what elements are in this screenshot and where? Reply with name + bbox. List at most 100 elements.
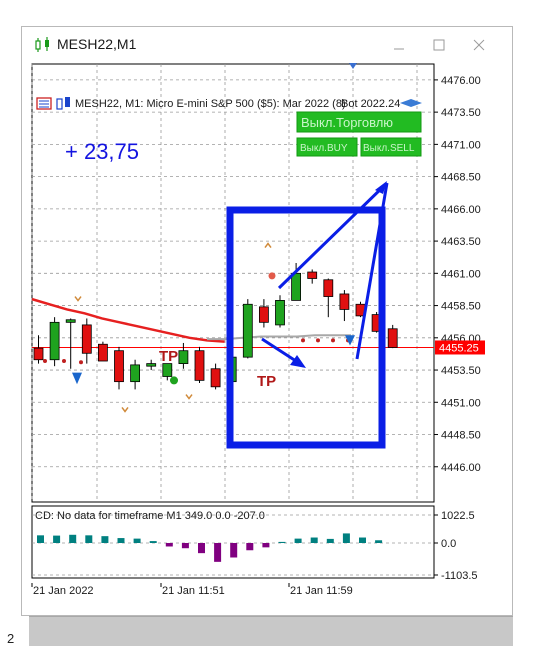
current-price-badge: 4455.25 — [435, 340, 485, 355]
bull-candle — [162, 363, 173, 377]
indicator-bar-negative — [198, 543, 205, 554]
price-tick-label: 4476.00 — [441, 75, 481, 87]
annotation-line-2[interactable] — [355, 182, 389, 360]
chevron-marker-icon — [264, 242, 272, 248]
bull-candle — [275, 300, 285, 326]
bear-candle — [194, 350, 205, 381]
bull-candle — [65, 319, 76, 323]
indicator-bar-positive — [53, 535, 61, 543]
chart-header-icons — [36, 97, 70, 110]
maximize-icon[interactable] — [424, 33, 454, 57]
price-chart[interactable]: TP TP MESH22, M1: Micro E-mini S&P 500 (… — [31, 63, 505, 599]
indicator-bar-negative — [246, 543, 254, 551]
chevron-marker-icon — [121, 406, 129, 413]
candlestick-app-icon — [35, 37, 49, 52]
period-marker-icon — [349, 63, 357, 69]
chart-header-bot: Bot 2022.24 — [341, 98, 400, 110]
bull-candle — [49, 321, 60, 361]
buy-marker-icon — [170, 376, 178, 385]
chevron-marker-icon — [185, 394, 193, 400]
candles-group — [33, 263, 398, 390]
indicator-bar-positive — [359, 537, 366, 543]
close-icon[interactable] — [464, 33, 494, 57]
indicator-bars — [37, 533, 383, 562]
tp-label-1: TP — [159, 348, 178, 365]
bear-candle — [323, 279, 334, 297]
indicator-tick-top: 1022.5 — [441, 510, 475, 522]
indicator-bar-positive — [69, 534, 77, 543]
time-label-2: 21 Jan 11:51 — [162, 585, 225, 597]
side-number: 2 — [7, 631, 15, 646]
trade-dot — [316, 338, 320, 343]
bull-candle — [130, 364, 140, 383]
indicator-tick-zero: 0.0 — [441, 538, 456, 550]
indicator-label: CD: No data for timeframe M1 349.0 0.0 -… — [35, 510, 265, 522]
price-tick-label: 4466.00 — [441, 204, 481, 216]
price-tick-label: 4446.00 — [441, 462, 481, 474]
title-bar[interactable]: MESH22,M1 — [22, 27, 512, 63]
buy-off-button[interactable]: Выкл.BUY — [296, 137, 358, 157]
indicator-axis: 1022.5 0.0 -1103.5 — [434, 510, 478, 582]
buy-arrow-icon — [345, 335, 355, 346]
bull-candle — [178, 350, 189, 364]
bear-candle — [307, 271, 318, 279]
indicator-bar-positive — [37, 535, 44, 543]
indicator-bar-positive — [133, 538, 141, 543]
indicator-bar-positive — [149, 541, 157, 543]
chart-area[interactable]: TP TP MESH22, M1: Micro E-mini S&P 500 (… — [31, 63, 505, 599]
indicator-bar-positive — [101, 536, 109, 543]
indicator-bar-negative — [230, 543, 238, 558]
indicator-bar-positive — [326, 538, 334, 543]
trade-dot — [62, 359, 66, 364]
window-title: MESH22,M1 — [57, 36, 137, 52]
trade-dot — [331, 338, 335, 343]
annotation-rectangle[interactable] — [226, 206, 386, 449]
chevron-marker-icon — [74, 296, 82, 302]
indicator-bar-negative — [181, 543, 189, 549]
graduation-cap-icon — [400, 99, 422, 107]
tp-label-2: TP — [257, 373, 276, 390]
bull-candle — [291, 272, 302, 301]
indicator-bar-negative — [262, 543, 270, 548]
price-tick-label: 4473.50 — [441, 107, 481, 119]
trade-off-button-label: Выкл.Торговлю — [301, 115, 393, 130]
trade-dot — [43, 359, 47, 364]
indicator-bar-positive — [294, 538, 302, 543]
profit-label: + 23,75 — [65, 139, 139, 164]
bear-candle — [98, 343, 108, 362]
indicator-tick-bottom: -1103.5 — [441, 570, 478, 582]
bear-candle — [81, 324, 92, 354]
bull-candle — [242, 303, 253, 358]
bear-candle — [339, 293, 350, 310]
minimize-icon[interactable] — [384, 33, 414, 57]
buy-arrow-icon — [72, 372, 82, 385]
price-tick-label: 4471.00 — [441, 139, 481, 151]
price-axis: 4476.00 4473.50 4471.00 4468.50 4466.00 4463.… — [434, 75, 481, 474]
indicator-bar-positive — [85, 535, 93, 543]
bear-candle — [387, 328, 398, 348]
time-axis: 21 Jan 2022 21 Jan 11:51 21 Jan 11:59 — [31, 583, 353, 597]
chart-header-title: MESH22, M1: Micro E-mini S&P 500 ($5): M… — [75, 98, 346, 110]
price-tick-label: 4463.50 — [441, 236, 481, 248]
bottom-panel — [29, 616, 513, 646]
sell-off-button-label: Выкл.SELL — [363, 143, 415, 154]
indicator-bar-negative — [165, 543, 173, 547]
trade-markers — [43, 242, 355, 413]
trade-off-button[interactable]: Выкл.Торговлю — [296, 111, 422, 133]
moving-average-line — [31, 297, 225, 343]
trade-dot — [301, 338, 305, 343]
bear-candle — [210, 368, 221, 388]
buy-off-button-label: Выкл.BUY — [300, 143, 348, 154]
arrow-head-icon — [290, 355, 306, 368]
bear-candle — [33, 347, 44, 361]
price-tick-label: 4451.00 — [441, 397, 481, 409]
price-tick-label: 4453.50 — [441, 365, 481, 377]
bear-candle — [258, 306, 269, 323]
trade-dot — [79, 360, 83, 365]
entry-marker-icon — [268, 272, 276, 280]
annotation-arrow[interactable] — [261, 337, 300, 365]
sell-off-button[interactable]: Выкл.SELL — [360, 137, 422, 157]
indicator-bar-positive — [375, 540, 383, 543]
price-tick-label: 4468.50 — [441, 172, 481, 184]
annotation-line-1[interactable] — [277, 181, 389, 290]
